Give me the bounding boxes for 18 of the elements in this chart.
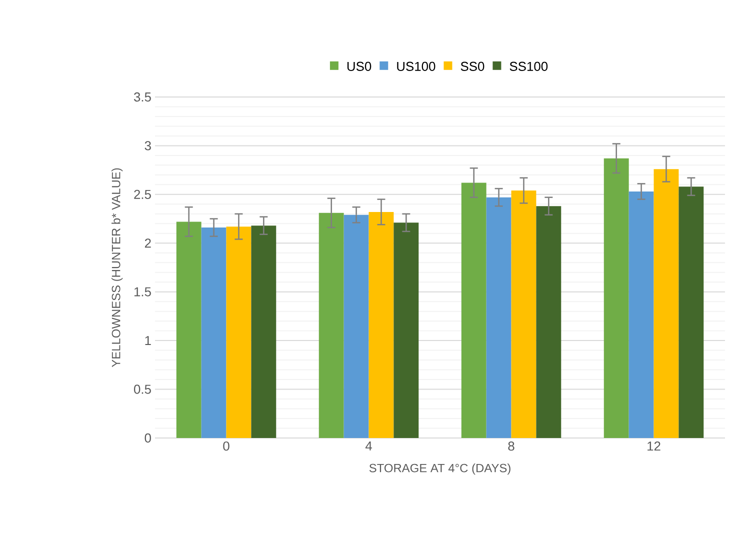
legend-label: SS100 xyxy=(510,62,548,71)
legend-label: US0 xyxy=(347,62,372,71)
x-tick-label: 8 xyxy=(508,442,514,451)
y-tick-label: 2.5 xyxy=(134,190,151,199)
legend-label: US100 xyxy=(397,62,436,71)
y-tick-label: 0 xyxy=(144,433,151,443)
x-axis-title: STORAGE AT 4°C (DAYS) xyxy=(369,464,510,475)
legend-label: SS0 xyxy=(460,62,484,71)
y-tick-label: 0.5 xyxy=(134,384,151,394)
x-tick-label: 12 xyxy=(648,442,660,451)
x-tick-label: 0 xyxy=(223,442,230,451)
y-tick-label: 2 xyxy=(144,238,151,248)
y-tick-label: 3.5 xyxy=(134,92,151,102)
y-tick-label: 1.5 xyxy=(134,287,151,296)
y-tick-label: 3 xyxy=(144,141,151,150)
y-axis-title: YELLOWNESS (HUNTER b* VALUE) xyxy=(112,168,123,368)
y-tick-label: 1 xyxy=(145,336,151,346)
x-tick-label: 4 xyxy=(365,442,372,450)
